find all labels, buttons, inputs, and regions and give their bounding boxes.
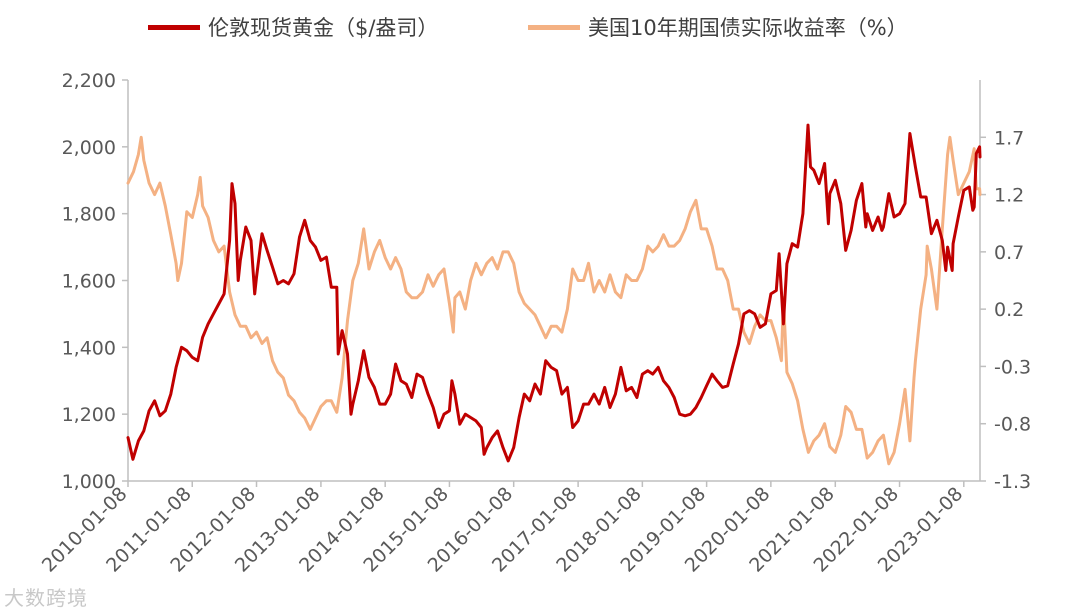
right-y-tick-label: -0.8: [994, 414, 1031, 436]
gold-series-line: [126, 123, 982, 463]
left-y-tick-label: 2,200: [62, 70, 116, 92]
series-yield: [126, 135, 982, 466]
right-y-tick-label: -1.3: [994, 471, 1031, 493]
left-y-tick-label: 2,000: [62, 137, 116, 159]
left-y-tick-label: 1,200: [62, 404, 116, 426]
right-y-tick-label: 1.7: [994, 127, 1024, 149]
left-y-tick-label: 1,600: [62, 271, 116, 293]
left-y-tick-label: 1,000: [62, 471, 116, 493]
right-y-tick-label: -0.3: [994, 356, 1031, 378]
legend-gold: 伦敦现货黄金（$/盎司）: [148, 12, 438, 42]
left-y-tick-label: 1,800: [62, 204, 116, 226]
right-y-tick-label: 0.2: [994, 299, 1024, 321]
legend-gold-label: 伦敦现货黄金（$/盎司）: [208, 16, 439, 40]
yield-series-line: [126, 135, 982, 466]
watermark: 大数跨境: [4, 586, 88, 610]
tick-labels: 1,000 1,200 1,400 1,600 1,800 2,000 2,200 -1.3 -…: [38, 70, 1031, 577]
legend-yield-label: 美国10年期国债实际收益率（%）: [588, 16, 908, 40]
legend-gold-swatch: [148, 24, 200, 30]
legend-yield: 美国10年期国债实际收益率（%）: [528, 12, 908, 42]
right-y-tick-label: 1.2: [994, 185, 1024, 207]
left-y-tick-label: 1,400: [62, 337, 116, 359]
series-gold: [126, 123, 982, 463]
right-y-tick-label: 0.7: [994, 242, 1024, 264]
legend-yield-swatch: [528, 24, 580, 30]
